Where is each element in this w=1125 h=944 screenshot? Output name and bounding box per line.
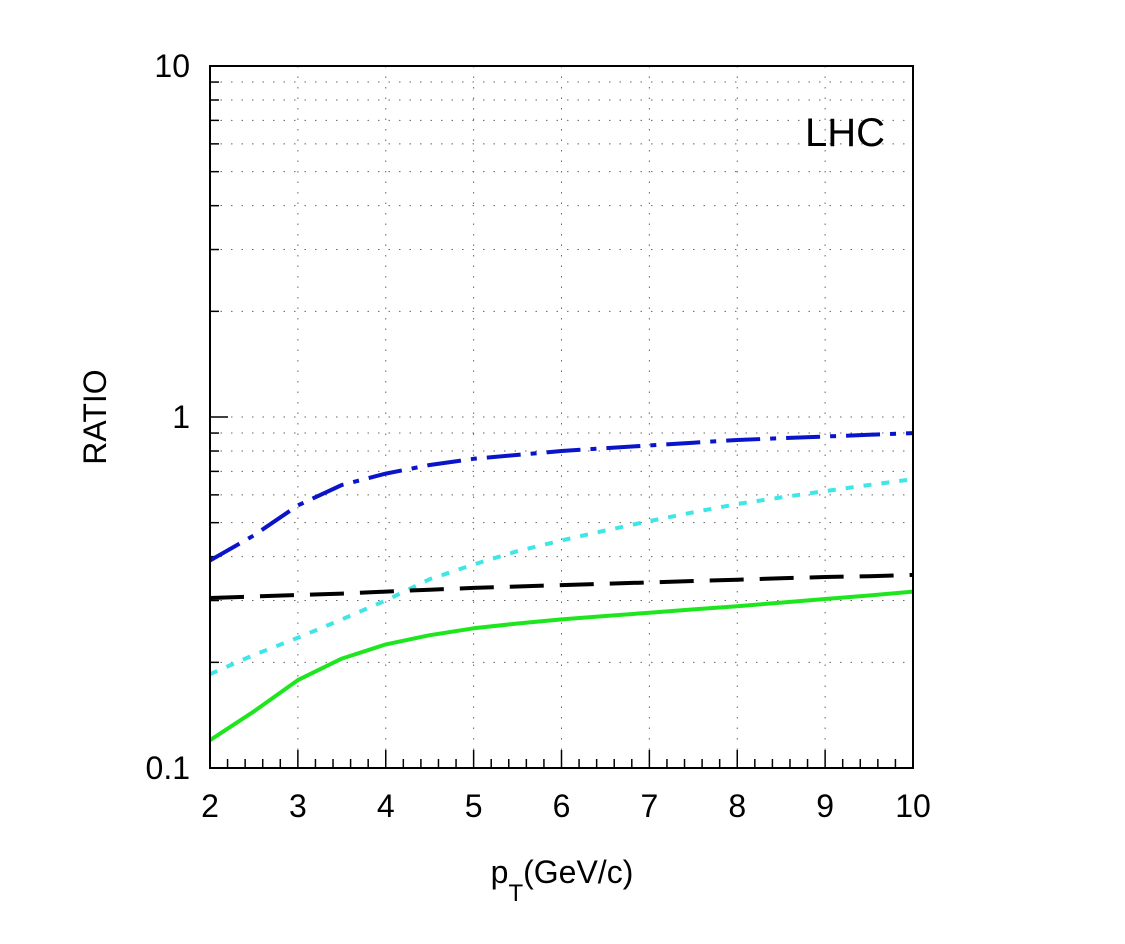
x-tick-label: 9 (816, 788, 834, 824)
x-tick-label: 5 (465, 788, 483, 824)
x-tick-label: 10 (895, 788, 931, 824)
y-tick-label: 10 (154, 48, 190, 84)
x-axis-title-main: p (491, 854, 509, 890)
x-tick-label: 2 (201, 788, 219, 824)
y-tick-label: 1 (172, 399, 190, 435)
y-axis-title: RATIO (77, 369, 113, 464)
series-line-1-dash-dot (209, 431, 914, 563)
x-tick-label: 8 (728, 788, 746, 824)
grid-lines (210, 66, 913, 768)
plot-frame (209, 65, 914, 769)
series-lines (208, 431, 914, 742)
x-axis-title-rest: (GeV/c) (523, 854, 633, 890)
x-tick-label: 3 (289, 788, 307, 824)
x-tick-label: 4 (377, 788, 395, 824)
y-tick-label: 0.1 (146, 750, 190, 786)
series-line-3-dashed (209, 572, 914, 600)
tick-labels: 2 3 4 5 6 7 8 9 10 0.1 1 10 (146, 48, 931, 824)
x-axis-title-subscript: T (508, 880, 523, 907)
minor-ticks (209, 65, 914, 769)
annotation-lhc: LHC (805, 111, 885, 155)
series-line-2-dotted (209, 477, 914, 677)
x-axis-title: pT(GeV/c) (491, 854, 634, 907)
x-tick-label: 6 (553, 788, 571, 824)
series-line-4-solid (208, 589, 914, 742)
x-tick-label: 7 (640, 788, 658, 824)
